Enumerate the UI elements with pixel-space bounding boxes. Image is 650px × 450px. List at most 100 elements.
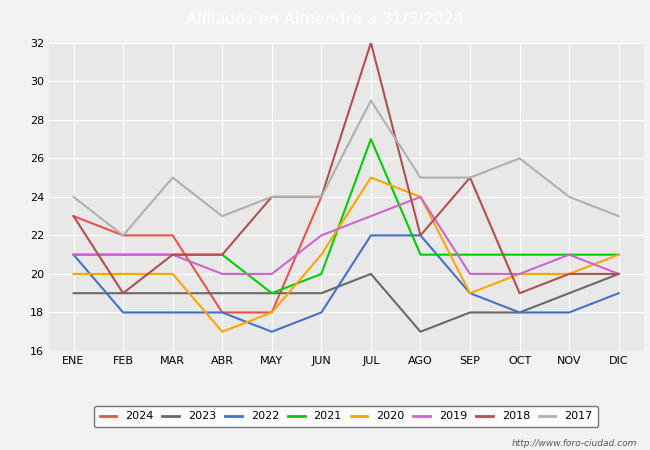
2022	[169, 310, 177, 315]
2020	[515, 271, 523, 277]
2023	[169, 291, 177, 296]
2020	[119, 271, 127, 277]
2022	[218, 310, 226, 315]
2019	[317, 233, 325, 238]
2018	[566, 271, 573, 277]
2020	[466, 291, 474, 296]
2023	[417, 329, 424, 334]
2020	[70, 271, 77, 277]
Line: 2021: 2021	[73, 139, 619, 293]
Text: Afiliados en Almendra a 31/5/2024: Afiliados en Almendra a 31/5/2024	[186, 12, 464, 27]
2022	[615, 291, 623, 296]
2020	[268, 310, 276, 315]
2024	[119, 233, 127, 238]
2023	[515, 310, 523, 315]
2022	[268, 329, 276, 334]
2018	[367, 40, 375, 45]
2017	[268, 194, 276, 200]
2024	[317, 194, 325, 200]
2017	[317, 194, 325, 200]
2021	[169, 252, 177, 257]
2019	[566, 252, 573, 257]
2018	[417, 233, 424, 238]
2024	[218, 310, 226, 315]
2023	[317, 291, 325, 296]
Line: 2024: 2024	[73, 197, 321, 312]
2021	[417, 252, 424, 257]
2018	[268, 194, 276, 200]
Legend: 2024, 2023, 2022, 2021, 2020, 2019, 2018, 2017: 2024, 2023, 2022, 2021, 2020, 2019, 2018…	[94, 406, 598, 427]
2019	[70, 252, 77, 257]
2018	[515, 291, 523, 296]
2017	[566, 194, 573, 200]
2017	[70, 194, 77, 200]
2019	[615, 271, 623, 277]
2021	[70, 252, 77, 257]
2018	[70, 213, 77, 219]
2023	[466, 310, 474, 315]
2019	[367, 213, 375, 219]
2018	[466, 175, 474, 180]
Line: 2023: 2023	[73, 274, 619, 332]
2019	[515, 271, 523, 277]
2024	[70, 213, 77, 219]
2021	[218, 252, 226, 257]
2018	[169, 252, 177, 257]
2022	[70, 252, 77, 257]
2019	[466, 271, 474, 277]
2023	[268, 291, 276, 296]
2024	[268, 310, 276, 315]
2023	[119, 291, 127, 296]
2019	[119, 252, 127, 257]
Line: 2020: 2020	[73, 178, 619, 332]
2021	[268, 291, 276, 296]
2023	[70, 291, 77, 296]
2017	[367, 98, 375, 103]
Line: 2017: 2017	[73, 100, 619, 235]
2021	[367, 136, 375, 142]
2021	[119, 252, 127, 257]
2022	[417, 233, 424, 238]
2021	[466, 252, 474, 257]
2019	[268, 271, 276, 277]
2022	[317, 310, 325, 315]
2022	[367, 233, 375, 238]
2023	[566, 291, 573, 296]
2021	[566, 252, 573, 257]
2018	[317, 194, 325, 200]
2024	[169, 233, 177, 238]
2021	[615, 252, 623, 257]
2019	[417, 194, 424, 200]
2020	[218, 329, 226, 334]
Text: http://www.foro-ciudad.com: http://www.foro-ciudad.com	[512, 439, 637, 448]
2022	[466, 291, 474, 296]
2018	[615, 271, 623, 277]
2018	[119, 291, 127, 296]
2017	[169, 175, 177, 180]
2019	[218, 271, 226, 277]
2017	[615, 213, 623, 219]
2021	[515, 252, 523, 257]
2020	[317, 252, 325, 257]
2020	[417, 194, 424, 200]
2023	[615, 271, 623, 277]
2017	[218, 213, 226, 219]
2020	[169, 271, 177, 277]
2019	[169, 252, 177, 257]
Line: 2019: 2019	[73, 197, 619, 274]
2017	[515, 156, 523, 161]
2017	[417, 175, 424, 180]
2022	[566, 310, 573, 315]
2020	[367, 175, 375, 180]
2017	[466, 175, 474, 180]
2021	[317, 271, 325, 277]
2022	[515, 310, 523, 315]
Line: 2018: 2018	[73, 43, 619, 293]
2020	[615, 252, 623, 257]
2023	[367, 271, 375, 277]
2018	[218, 252, 226, 257]
2022	[119, 310, 127, 315]
2020	[566, 271, 573, 277]
2023	[218, 291, 226, 296]
2017	[119, 233, 127, 238]
